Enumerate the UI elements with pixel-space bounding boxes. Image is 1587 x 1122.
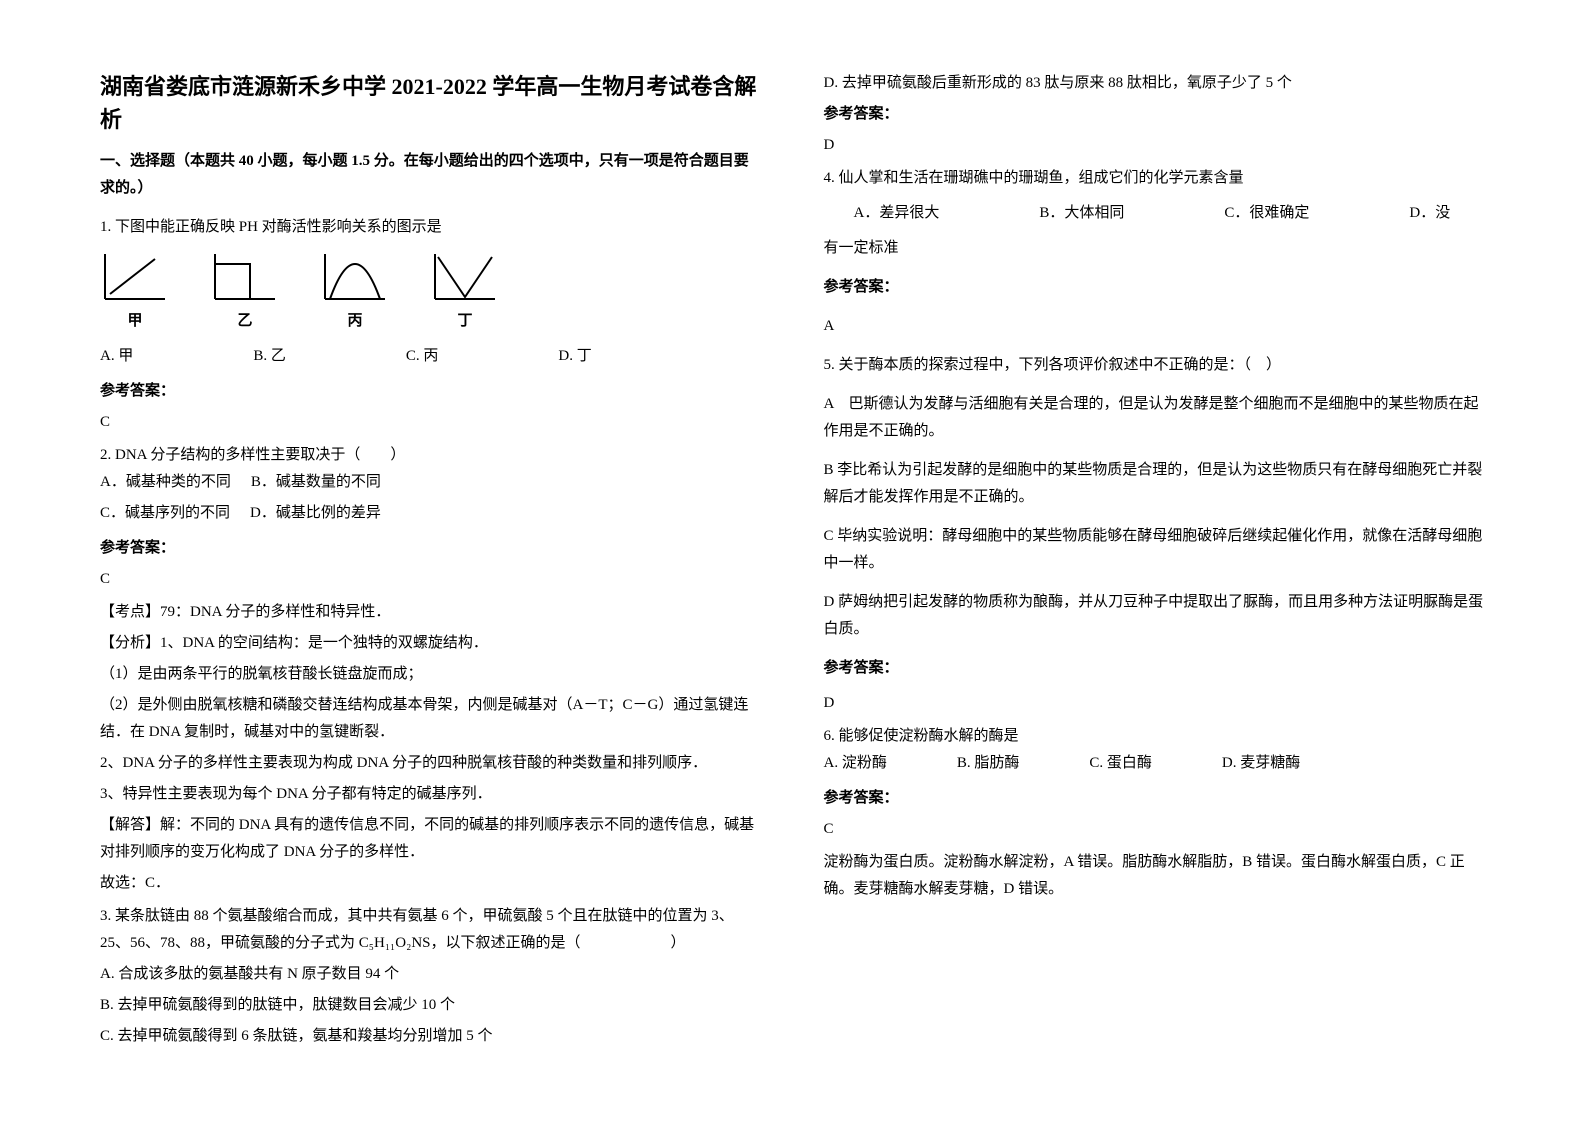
doc-title: 湖南省娄底市涟源新禾乡中学 2021-2022 学年高一生物月考试卷含解析: [100, 70, 764, 136]
q1-ans-label: 参考答案：: [100, 378, 764, 405]
q6-stem: 6. 能够促使淀粉酶水解的酶是: [824, 723, 1488, 750]
q4-stem: 4. 仙人掌和生活在珊瑚礁中的珊瑚鱼，组成它们的化学元素含量: [824, 165, 1488, 192]
q2-jieda-1: 故选：C．: [100, 870, 764, 897]
q1-answer: C: [100, 409, 764, 436]
q1-opt-d: D. 丁: [558, 343, 591, 370]
q2-kaodian: 【考点】79：DNA 分子的多样性和特异性．: [100, 599, 764, 626]
chart-path-0: [105, 254, 165, 299]
chart-yi: 乙: [210, 249, 280, 335]
q2-fenxi-1: （1）是由两条平行的脱氧核苷酸长链盘旋而成；: [100, 661, 764, 688]
q5-stem: 5. 关于酶本质的探索过程中，下列各项评价叙述中不正确的是：（ ）: [824, 352, 1488, 379]
q5-answer: D: [824, 690, 1488, 717]
q1-opt-b: B. 乙: [253, 343, 286, 370]
q1-stem: 1. 下图中能正确反映 PH 对酶活性影响关系的图示是: [100, 214, 764, 241]
q4-answer: A: [824, 313, 1488, 340]
q2-opt-c: C．碱基序列的不同: [100, 500, 230, 527]
q3-opt-d: D. 去掉甲硫氨酸后重新形成的 83 肽与原来 88 肽相比，氧原子少了 5 个: [824, 70, 1488, 97]
chart-label-2: 丙: [347, 308, 362, 335]
chart-path-3: [435, 254, 495, 299]
q3-opts: A. 合成该多肽的氨基酸共有 N 原子数目 94 个 B. 去掉甲硫氨酸得到的肽…: [100, 957, 764, 1050]
q3-answer: D: [824, 132, 1488, 159]
chart-label-0: 甲: [127, 308, 142, 335]
q2-answer: C: [100, 566, 764, 593]
q2-fenxi-0: 【分析】1、DNA 的空间结构：是一个独特的双螺旋结构．: [100, 630, 764, 657]
q5-opt-c: C 毕纳实验说明：酵母细胞中的某些物质能够在酵母细胞破碎后继续起催化作用，就像在…: [824, 523, 1488, 577]
q6-opt-a: A. 淀粉酶: [824, 750, 887, 777]
q2-opts-l1: A．碱基种类的不同 B．碱基数量的不同: [100, 469, 764, 496]
q6-opt-d: D. 麦芽糖酶: [1222, 750, 1300, 777]
q6-answer: C: [824, 816, 1488, 843]
q4-opt-a: A．差异很大: [854, 200, 940, 227]
right-column: D. 去掉甲硫氨酸后重新形成的 83 肽与原来 88 肽相比，氧原子少了 5 个…: [824, 70, 1488, 1082]
q6-opts: A. 淀粉酶 B. 脂肪酶 C. 蛋白酶 D. 麦芽糖酶: [824, 750, 1488, 777]
chart-path-1: [215, 254, 275, 299]
chart-label-1: 乙: [237, 308, 252, 335]
q2-opt-a: A．碱基种类的不同: [100, 469, 231, 496]
q6-opt-c: C. 蛋白酶: [1089, 750, 1152, 777]
q3-opt-c: C. 去掉甲硫氨酸得到 6 条肽链，氨基和羧基均分别增加 5 个: [100, 1023, 764, 1050]
q4-trail: 有一定标准: [824, 235, 1488, 262]
chart-label-3: 丁: [457, 308, 472, 335]
q2-fenxi: 【分析】1、DNA 的空间结构：是一个独特的双螺旋结构． （1）是由两条平行的脱…: [100, 626, 764, 808]
left-column: 湖南省娄底市涟源新禾乡中学 2021-2022 学年高一生物月考试卷含解析 一、…: [100, 70, 764, 1082]
chart-bing: 丙: [320, 249, 390, 335]
q4-opt-b: B．大体相同: [1039, 200, 1124, 227]
chart-jia: 甲: [100, 249, 170, 335]
chart-ding: 丁: [430, 249, 500, 335]
q1-charts: 甲 乙 丙 丁: [100, 249, 764, 335]
q6-ans-label: 参考答案：: [824, 785, 1488, 812]
q1-opt-a: A. 甲: [100, 343, 133, 370]
q3-ans-label: 参考答案：: [824, 101, 1488, 128]
q4-ans-label: 参考答案：: [824, 274, 1488, 301]
q1-opt-c: C. 丙: [406, 343, 439, 370]
q3-opt-a: A. 合成该多肽的氨基酸共有 N 原子数目 94 个: [100, 961, 764, 988]
q5-opt-d: D 萨姆纳把引起发酵的物质称为酿酶，并从刀豆种子中提取出了脲酶，而且用多种方法证…: [824, 589, 1488, 643]
q6-opt-b: B. 脂肪酶: [957, 750, 1020, 777]
q3-opt-b: B. 去掉甲硫氨酸得到的肽链中，肽键数目会减少 10 个: [100, 992, 764, 1019]
section-head: 一、选择题（本题共 40 小题，每小题 1.5 分。在每小题给出的四个选项中，只…: [100, 148, 764, 202]
q5-opt-b: B 李比希认为引起发酵的是细胞中的某些物质是合理的，但是认为这些物质只有在酵母细…: [824, 457, 1488, 511]
q5-opt-a: A 巴斯德认为发酵与活细胞有关是合理的，但是认为发酵是整个细胞而不是细胞中的某些…: [824, 391, 1488, 445]
q2-fenxi-4: 3、特异性主要表现为每个 DNA 分子都有特定的碱基序列．: [100, 781, 764, 808]
q1-options: A. 甲 B. 乙 C. 丙 D. 丁: [100, 343, 764, 370]
q2-fenxi-3: 2、DNA 分子的多样性主要表现为构成 DNA 分子的四种脱氧核苷酸的种类数量和…: [100, 750, 764, 777]
q4-opt-d: D．没: [1409, 200, 1450, 227]
q2-opt-b: B．碱基数量的不同: [251, 469, 381, 496]
q2-opt-d: D．碱基比例的差异: [250, 500, 381, 527]
q2-opts-l2: C．碱基序列的不同 D．碱基比例的差异: [100, 500, 764, 527]
q2-stem: 2. DNA 分子结构的多样性主要取决于（ ）: [100, 442, 764, 469]
chart-path-2: [325, 254, 385, 299]
q2-jieda-0: 【解答】解：不同的 DNA 具有的遗传信息不同，不同的碱基的排列顺序表示不同的遗…: [100, 812, 764, 866]
q2-jieda: 【解答】解：不同的 DNA 具有的遗传信息不同，不同的碱基的排列顺序表示不同的遗…: [100, 808, 764, 897]
q2-ans-label: 参考答案：: [100, 535, 764, 562]
q4-opts: A．差异很大 B．大体相同 C．很难确定 D．没: [854, 200, 1488, 227]
q6-explain: 淀粉酶为蛋白质。淀粉酶水解淀粉，A 错误。脂肪酶水解脂肪，B 错误。蛋白酶水解蛋…: [824, 849, 1488, 903]
q4-opt-c: C．很难确定: [1224, 200, 1309, 227]
q3-stem: 3. 某条肽链由 88 个氨基酸缩合而成，其中共有氨基 6 个，甲硫氨酸 5 个…: [100, 903, 764, 957]
q5-ans-label: 参考答案：: [824, 655, 1488, 682]
q2-fenxi-2: （2）是外侧由脱氧核糖和磷酸交替连结构成基本骨架，内侧是碱基对（A－T；C－G）…: [100, 692, 764, 746]
